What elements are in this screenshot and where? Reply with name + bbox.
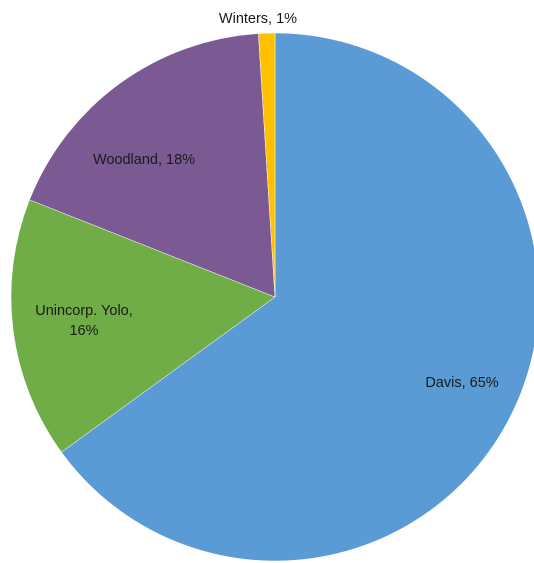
- data-label-unincorp-yolo: Unincorp. Yolo, 16%: [35, 303, 133, 339]
- data-label-line: Davis, 65%: [425, 375, 498, 391]
- pie-slice-unincorp-yolo: [10, 199, 276, 453]
- data-label-davis: Davis, 65%: [425, 375, 498, 391]
- data-label-line: Winters, 1%: [219, 11, 297, 27]
- data-label-line: Woodland, 18%: [93, 152, 195, 168]
- pie-slices: [10, 32, 534, 562]
- data-label-winters: Winters, 1%: [219, 11, 297, 27]
- pie-slice-winters: [258, 32, 276, 298]
- data-label-line: 16%: [69, 323, 98, 339]
- pie-data-labels: Davis, 65% Unincorp. Yolo, 16% Woodland, 18…: [35, 11, 499, 391]
- pie-slice-woodland: [29, 33, 276, 298]
- pie-slice-davis: [61, 32, 534, 562]
- data-label-line: Unincorp. Yolo,: [35, 303, 133, 319]
- data-label-woodland: Woodland, 18%: [93, 152, 195, 168]
